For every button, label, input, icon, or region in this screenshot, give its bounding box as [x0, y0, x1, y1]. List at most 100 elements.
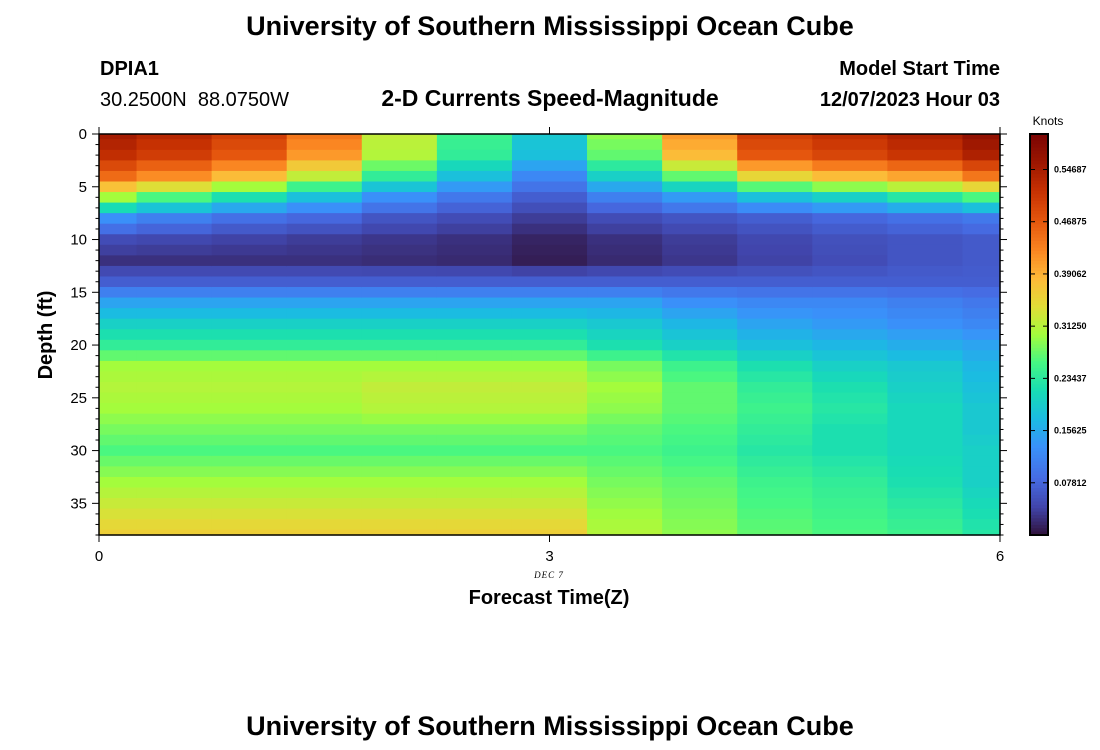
- heatmap-cell: [99, 160, 138, 172]
- heatmap-cell: [436, 508, 513, 520]
- heatmap-cell: [511, 276, 588, 288]
- heatmap-cell: [662, 134, 738, 140]
- heatmap-cell: [211, 329, 288, 341]
- heatmap-cell: [962, 445, 1001, 457]
- heatmap-cell: [99, 434, 138, 446]
- heatmap-cell: [99, 371, 138, 383]
- heatmap-cell: [962, 360, 1001, 373]
- colorbar-segment: [1030, 281, 1048, 285]
- heatmap-cell: [99, 318, 138, 330]
- heatmap-cell: [511, 529, 588, 536]
- heatmap-cell: [211, 350, 288, 362]
- heatmap-cell: [286, 339, 363, 351]
- heatmap-cell: [211, 181, 288, 193]
- heatmap-cell: [136, 318, 213, 330]
- heatmap-cell: [962, 134, 1001, 140]
- heatmap-cell: [99, 508, 138, 520]
- heatmap-cell: [887, 149, 964, 161]
- heatmap-cell: [361, 244, 438, 256]
- heatmap-cell: [887, 403, 964, 415]
- heatmap-cell: [887, 297, 964, 309]
- heatmap-cell: [99, 445, 138, 457]
- heatmap-cell: [962, 455, 1001, 468]
- heatmap-cell: [887, 445, 964, 457]
- heatmap-cell: [737, 434, 813, 446]
- colorbar-segment: [1030, 250, 1048, 255]
- heatmap-cell: [286, 508, 363, 520]
- heatmap-cell: [962, 255, 1001, 267]
- heatmap-cell: [211, 392, 288, 404]
- heatmap-cell: [812, 371, 888, 383]
- heatmap-cell: [511, 308, 588, 320]
- heatmap-cell: [99, 276, 138, 288]
- heatmap-cell: [812, 318, 888, 330]
- colorbar-segment: [1030, 351, 1048, 356]
- heatmap-cell: [211, 360, 288, 373]
- heatmap-cell: [436, 149, 513, 161]
- heatmap-cell: [361, 213, 438, 225]
- heatmap-cell: [361, 350, 438, 362]
- heatmap-cell: [887, 476, 964, 489]
- model-start-label: Model Start Time: [839, 58, 1000, 80]
- x-tick-label: 3: [545, 548, 553, 565]
- heatmap-cell: [887, 308, 964, 320]
- heatmap-cell: [511, 392, 588, 404]
- colorbar-segment: [1030, 291, 1048, 295]
- colorbar-segment: [1030, 194, 1048, 199]
- heatmap-cell: [887, 455, 964, 468]
- colorbar-segment: [1030, 294, 1048, 299]
- colorbar-segment: [1030, 347, 1048, 352]
- colorbar-segment: [1030, 257, 1048, 262]
- heatmap-cell: [587, 360, 663, 373]
- heatmap-cell: [662, 424, 738, 436]
- colorbar-tick-label: 0.07812: [1054, 478, 1087, 488]
- heatmap-cell: [887, 508, 964, 520]
- heatmap-cell: [511, 149, 588, 161]
- heatmap-cell: [136, 350, 213, 362]
- heatmap-cell: [737, 329, 813, 341]
- heatmap-cell: [436, 445, 513, 457]
- heatmap-cell: [361, 424, 438, 436]
- heatmap-cell: [511, 445, 588, 457]
- heatmap-cell: [662, 181, 738, 193]
- heatmap-cell: [587, 244, 663, 256]
- heatmap-cell: [286, 170, 363, 183]
- heatmap-cell: [812, 308, 888, 320]
- heatmap-cell: [737, 297, 813, 309]
- heatmap-cell: [511, 213, 588, 225]
- heatmap-cell: [962, 308, 1001, 320]
- heatmap-cell: [361, 445, 438, 457]
- colorbar-segment: [1030, 354, 1048, 359]
- heatmap-cell: [587, 371, 663, 383]
- heatmap-cell: [211, 381, 288, 394]
- heatmap-cell: [99, 297, 138, 309]
- y-axis-ticks: 0 5 10 15 20 25 30 35: [70, 126, 1007, 536]
- colorbar-segment: [1030, 518, 1048, 523]
- heatmap-cell: [887, 529, 964, 536]
- heatmap-cell: [286, 255, 363, 267]
- colorbar-segment: [1030, 200, 1048, 205]
- colorbar-segment: [1030, 177, 1048, 182]
- heatmap-cell: [361, 318, 438, 330]
- heatmap-cell: [662, 149, 738, 161]
- colorbar-segment: [1030, 428, 1048, 433]
- heatmap-cell: [511, 329, 588, 341]
- heatmap-cell: [887, 265, 964, 278]
- heatmap-cell: [99, 255, 138, 267]
- heatmap-cell: [211, 434, 288, 446]
- heatmap-cell: [662, 308, 738, 320]
- heatmap-cell: [587, 487, 663, 499]
- heatmap-cell: [286, 487, 363, 499]
- heatmap-cell: [136, 445, 213, 457]
- heatmap-cell: [436, 529, 513, 536]
- heatmap-cell: [436, 455, 513, 468]
- heatmap-cell: [211, 487, 288, 499]
- heatmap-cell: [136, 403, 213, 415]
- heatmap-cell: [436, 297, 513, 309]
- colorbar-segment: [1030, 274, 1048, 279]
- heatmap-cell: [587, 276, 663, 288]
- heatmap-cell: [662, 455, 738, 468]
- colorbar-segment: [1030, 321, 1048, 326]
- colorbar-segment: [1030, 234, 1048, 239]
- heatmap-cell: [887, 339, 964, 351]
